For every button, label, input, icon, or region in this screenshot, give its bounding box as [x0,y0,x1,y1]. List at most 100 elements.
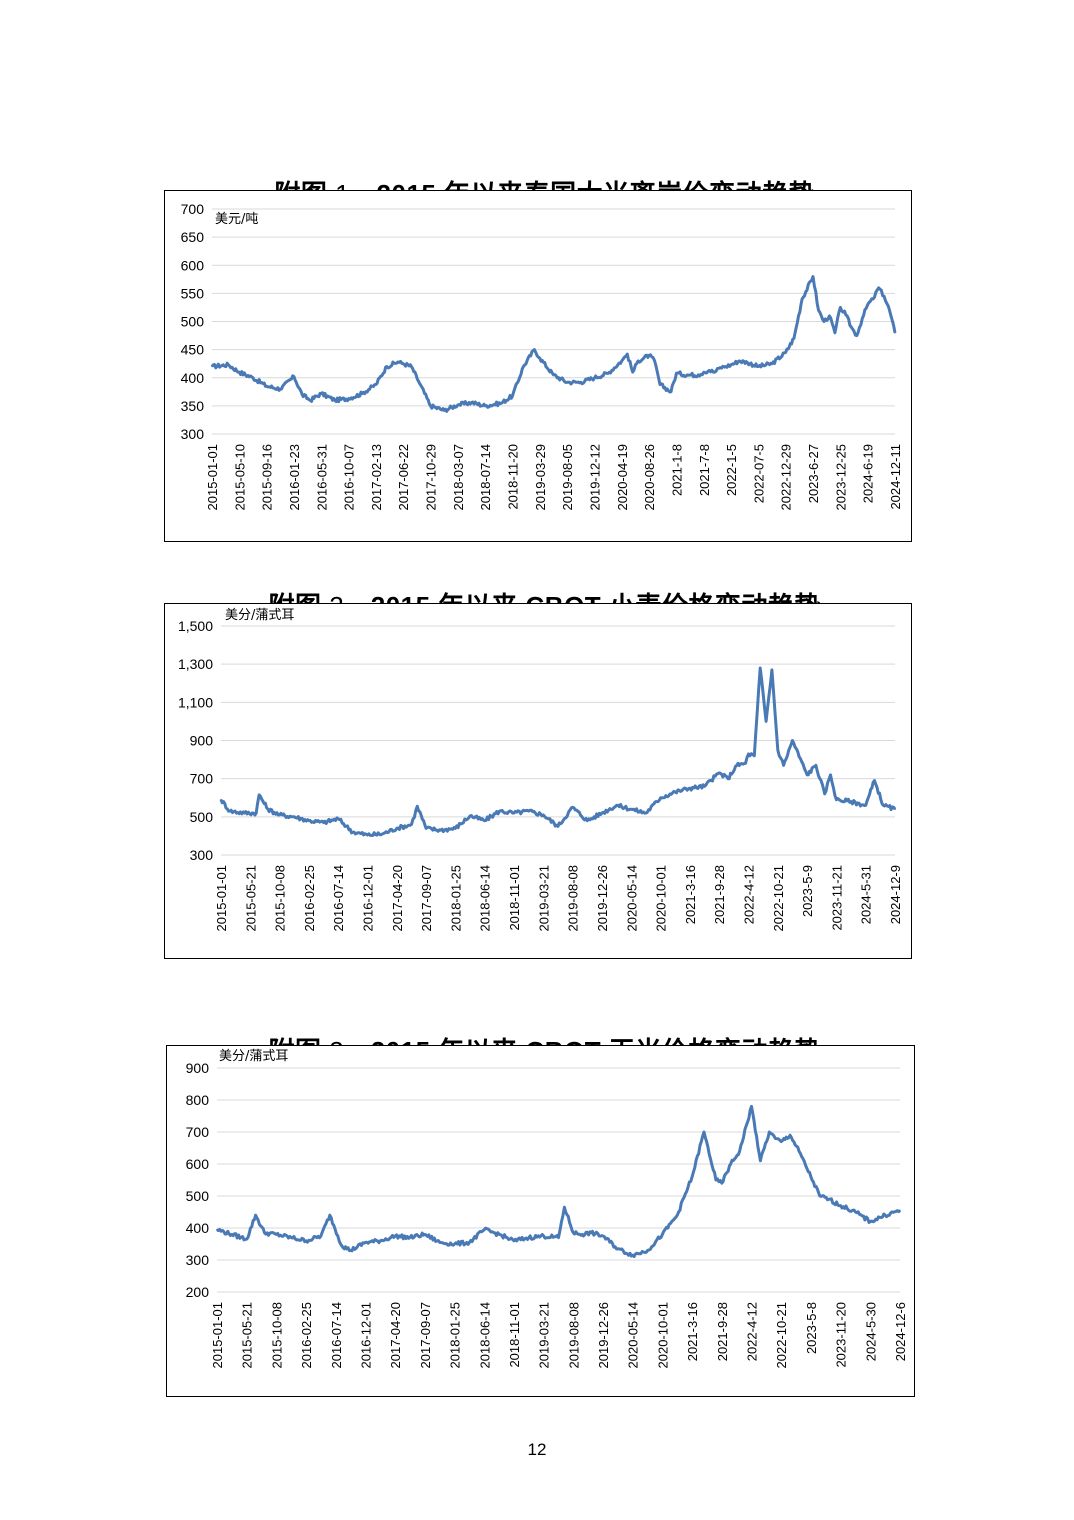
data-point [653,360,656,362]
chart-2-frame: 300 500 700 900 1,100 1,300 1,500 美分/蒲式耳 2015-01… [164,603,912,959]
x-tick-label: 2018-11-20 [506,444,521,510]
x-tick-label: 2019-03-29 [533,444,548,511]
data-point [469,815,471,817]
data-point [468,1241,471,1244]
y-tick-label: 500 [181,314,205,330]
y-tick-label: 1,100 [178,694,213,710]
data-point [396,361,399,363]
y-tick-label: 500 [186,1188,210,1204]
data-point [689,787,691,790]
data-point [765,720,767,723]
data-point [674,791,677,793]
data-point [361,392,364,395]
data-point [593,376,596,379]
data-point [528,1236,530,1239]
data-point [646,1249,649,1252]
x-tick-label: 2019-08-08 [566,1302,581,1369]
data-point [552,374,555,376]
data-point [806,774,808,776]
data-point [626,353,629,355]
data-point [255,812,257,814]
data-point [721,1182,723,1184]
chart-3-frame: 200 300 400 500 600 700 800 900 美分/蒲式耳 2015-01-01… [166,1045,915,1397]
x-tick-label: 2023-11-20 [834,1302,849,1368]
data-point [557,825,559,828]
data-point [539,357,541,359]
data-point [839,306,842,309]
x-tick-label: 2020-10-01 [654,865,669,932]
series-line [219,666,897,837]
data-point [615,804,618,807]
x-tick-label: 2017-09-07 [419,865,434,932]
data-point [563,1206,566,1208]
data-point [340,1244,343,1247]
data-point [815,764,817,767]
data-point [670,391,672,393]
data-point [645,812,647,814]
data-point [322,821,325,824]
data-point [823,793,826,795]
data-point [309,399,312,402]
x-tick-label: 2016-10-07 [342,444,357,511]
y-tick-label: 1,500 [178,618,213,634]
page-number: 12 [527,1440,547,1459]
x-tick-label: 2016-07-14 [331,865,346,932]
data-point [402,362,405,365]
data-point [784,351,787,354]
data-point [416,805,419,808]
data-point [738,360,741,362]
x-tick-label: 2015-05-21 [240,1302,255,1369]
data-point [776,749,779,751]
x-tick-label: 2017-04-20 [390,865,405,932]
data-point [798,1150,800,1152]
y-tick-label: 900 [186,1060,210,1076]
data-point [586,819,589,822]
data-point [238,371,241,373]
data-point [747,753,750,755]
data-point [675,372,678,375]
data-point [834,331,836,334]
data-point [823,320,825,323]
x-tick-label: 2022-4-12 [741,865,756,924]
data-point [727,777,729,780]
data-point [252,376,254,379]
data-point [329,1214,331,1216]
data-point [533,348,536,351]
data-point [590,1232,592,1234]
x-tick-label: 2024-5-30 [863,1302,878,1361]
y-tick-label: 400 [186,1220,210,1236]
x-tick-label: 2021-9-28 [712,865,727,924]
data-point [301,393,303,396]
unit-label: 美分/蒲式耳 [225,608,294,623]
data-point [571,806,574,809]
chart-3-corn-price: 200 300 400 500 600 700 800 900 美分/蒲式耳 2015-01-01… [186,1049,908,1369]
x-tick-label: 2016-12-01 [358,1302,373,1369]
data-point [364,1241,367,1244]
data-point [483,819,486,822]
x-tick-label: 2024-12-9 [888,865,903,924]
x-tick-label: 2022-10-21 [771,865,786,932]
data-point [866,303,869,306]
x-tick-label: 2018-06-14 [478,865,493,932]
x-tick-label: 2023-12-25 [833,444,848,511]
data-point [708,369,711,372]
data-point [744,762,747,765]
data-point [835,798,838,801]
data-point [817,309,820,312]
x-tick-label: 2022-4-12 [745,1302,760,1361]
data-point [279,388,282,390]
x-tick-label: 2015-10-08 [273,865,288,932]
x-tick-label: 2016-02-25 [299,1302,314,1369]
data-point [566,381,568,384]
data-point [854,1211,857,1213]
data-point [375,383,377,386]
data-point [617,1248,619,1250]
y-tick-label: 300 [181,426,205,442]
x-tick-label: 2020-05-14 [626,1302,641,1369]
x-tick-label: 2015-05-21 [243,865,258,932]
data-point [839,1204,842,1207]
data-point [220,798,222,801]
data-point [513,1240,515,1242]
data-point [724,365,727,368]
data-point [791,739,794,742]
